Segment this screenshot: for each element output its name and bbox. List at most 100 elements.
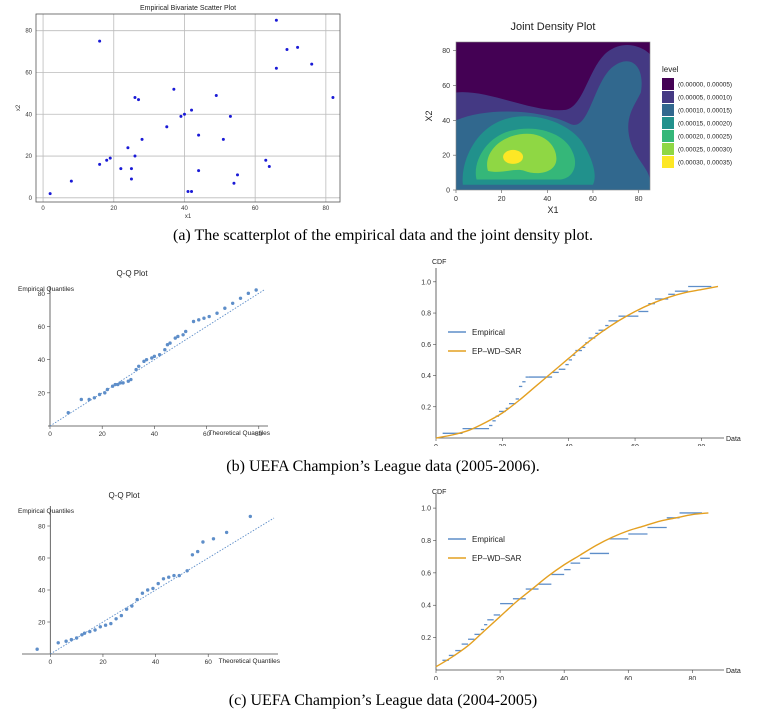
cdf-xtick-label: 80 xyxy=(698,444,706,446)
qq-point xyxy=(129,377,133,382)
cdf-model-curve xyxy=(435,285,719,439)
density-legend-label: (0.00000, 0.00005) xyxy=(678,82,732,89)
qq-point xyxy=(56,641,60,645)
scatter-xtick-label: 20 xyxy=(110,206,117,212)
qq-point xyxy=(98,625,103,629)
scatter-point xyxy=(267,164,271,168)
cdf-xtick-label: 0 xyxy=(434,676,438,680)
density-legend-swatch xyxy=(662,143,674,155)
qq-point xyxy=(238,296,243,300)
qq-xtick-label: 40 xyxy=(152,659,160,666)
joint-density-plot: Joint Density Plot 0 20 40 60 80 0 20 40 60 80 X1 X2… xyxy=(424,21,732,215)
qq-point xyxy=(163,348,167,352)
qq-point xyxy=(156,581,160,586)
scatter-point xyxy=(197,169,201,173)
scatter-point xyxy=(179,114,183,118)
scatter-xlabel: x1 xyxy=(185,214,192,219)
qq-ylabel: Empirical Quantiles xyxy=(18,508,75,515)
scatter-frame xyxy=(35,13,341,203)
scatter-point xyxy=(274,66,278,70)
scatter-point xyxy=(296,45,300,49)
qq-point xyxy=(177,573,181,578)
scatter-point xyxy=(182,112,186,116)
cdf-legend-empirical-label: Empirical xyxy=(472,328,505,337)
qq-ytick-label: 20 xyxy=(38,620,46,627)
cdf-xtick-label: 40 xyxy=(565,444,573,446)
scatter-point xyxy=(98,39,102,43)
qq-point xyxy=(110,384,115,388)
qq-point xyxy=(103,623,108,627)
qq-point xyxy=(140,591,145,595)
density-legend-label: (0.00010, 0.00015) xyxy=(678,108,732,115)
scatter-xtick-label: 0 xyxy=(41,206,45,212)
qq-plot-2005-2006: Q-Q Plot Empirical Quantiles Theoretical Q… xyxy=(18,269,271,438)
qq-point xyxy=(150,356,154,360)
qq-point xyxy=(103,391,107,395)
qq-point xyxy=(80,633,84,637)
density-legend-label: (0.00030, 0.00035) xyxy=(678,160,732,167)
qq-xtick-label: 40 xyxy=(151,431,159,438)
qq-ytick-label: 80 xyxy=(38,291,46,298)
scatter-ytick-label: 60 xyxy=(25,70,32,76)
qq-point xyxy=(121,381,125,385)
density-legend-swatch xyxy=(662,104,674,116)
qq-xtick-label: 20 xyxy=(99,659,107,666)
qq-point xyxy=(134,367,138,372)
qq-ytick-label: 40 xyxy=(38,357,46,364)
cdf-model-curve xyxy=(435,512,709,668)
qq-point xyxy=(124,607,129,611)
qq-xtick-label: 20 xyxy=(99,431,107,438)
scatter-point xyxy=(126,146,130,150)
qq-point xyxy=(224,530,229,535)
scatter-point xyxy=(232,181,236,185)
scatter-point xyxy=(285,48,289,52)
qq-point xyxy=(69,637,74,642)
qq-point xyxy=(254,288,258,292)
scatter-ytick-label: 0 xyxy=(29,196,33,202)
qq-point xyxy=(191,319,196,324)
cdf-ytick-label: 0.8 xyxy=(421,538,431,545)
qq-point xyxy=(79,397,84,402)
qq-point xyxy=(119,613,124,618)
scatter-point xyxy=(129,167,133,171)
qq-xlabel: Theoretical Quantiles xyxy=(219,658,281,665)
qq-point xyxy=(230,301,235,305)
density-legend-swatch xyxy=(662,130,674,142)
qq-point xyxy=(126,379,130,383)
density-ytick-label: 40 xyxy=(442,118,450,125)
density-ytick-label: 20 xyxy=(442,153,450,160)
cdf-ytick-label: 0.6 xyxy=(421,342,431,349)
qq-plot-2004-2005: Q-Q Plot Empirical Quantiles Theoretical Q… xyxy=(18,491,281,666)
qq-point xyxy=(202,316,206,320)
density-ytick-label: 0 xyxy=(446,188,450,195)
qq-point xyxy=(211,537,216,541)
scatter-point xyxy=(228,114,232,118)
scatter-point xyxy=(190,190,194,194)
density-legend-label: (0.00020, 0.00025) xyxy=(678,134,732,141)
qq-point xyxy=(201,540,205,544)
density-legend-swatch xyxy=(662,78,674,90)
scatter-point xyxy=(48,192,52,196)
cdf-xtick-label: 80 xyxy=(688,676,696,680)
qq-xtick-label: 80 xyxy=(255,431,263,438)
cdf-xlabel: Data xyxy=(726,436,741,443)
qq-point xyxy=(93,628,97,632)
cdf-legend-empirical-label: Empirical xyxy=(472,535,505,544)
qq-point xyxy=(185,569,189,573)
qq-point xyxy=(168,341,172,345)
density-xtick-label: 40 xyxy=(543,196,551,203)
scatter-point xyxy=(105,158,109,162)
scatter-point xyxy=(133,154,137,158)
qq-point xyxy=(190,553,195,557)
qq-ytick-label: 80 xyxy=(38,524,46,531)
qq-point xyxy=(66,411,70,415)
qq-point xyxy=(215,311,219,315)
qq-point xyxy=(172,573,176,578)
qq-ytick-label: 60 xyxy=(38,556,46,563)
density-contours xyxy=(456,42,650,190)
qq-point xyxy=(137,364,141,368)
cdf-ytick-label: 1.0 xyxy=(421,279,431,286)
qq-point xyxy=(97,392,102,397)
qq-point xyxy=(145,588,150,592)
qq-point xyxy=(197,318,201,322)
